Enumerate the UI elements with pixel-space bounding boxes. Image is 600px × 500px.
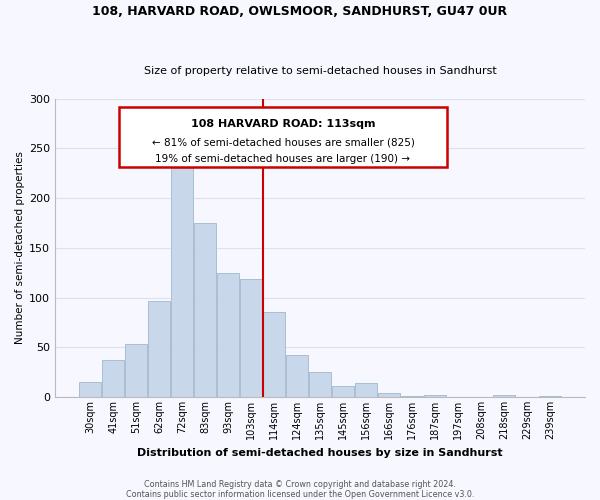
Text: ← 81% of semi-detached houses are smaller (825): ← 81% of semi-detached houses are smalle… xyxy=(152,138,415,147)
Y-axis label: Number of semi-detached properties: Number of semi-detached properties xyxy=(15,152,25,344)
Text: Contains public sector information licensed under the Open Government Licence v3: Contains public sector information licen… xyxy=(126,490,474,499)
Bar xyxy=(79,382,101,397)
Bar xyxy=(539,396,561,397)
FancyBboxPatch shape xyxy=(119,108,447,167)
Bar xyxy=(378,393,400,397)
Bar xyxy=(493,395,515,397)
Bar xyxy=(194,223,216,397)
Bar xyxy=(424,395,446,397)
Bar xyxy=(332,386,354,397)
Bar xyxy=(401,396,423,397)
Bar xyxy=(102,360,124,397)
Bar xyxy=(263,312,285,397)
Bar xyxy=(286,355,308,397)
Bar xyxy=(125,344,147,397)
Text: 19% of semi-detached houses are larger (190) →: 19% of semi-detached houses are larger (… xyxy=(155,154,410,164)
Bar xyxy=(355,383,377,397)
Bar xyxy=(217,272,239,397)
Bar xyxy=(240,278,262,397)
Text: 108, HARVARD ROAD, OWLSMOOR, SANDHURST, GU47 0UR: 108, HARVARD ROAD, OWLSMOOR, SANDHURST, … xyxy=(92,5,508,18)
Title: Size of property relative to semi-detached houses in Sandhurst: Size of property relative to semi-detach… xyxy=(144,66,496,76)
X-axis label: Distribution of semi-detached houses by size in Sandhurst: Distribution of semi-detached houses by … xyxy=(137,448,503,458)
Text: Contains HM Land Registry data © Crown copyright and database right 2024.: Contains HM Land Registry data © Crown c… xyxy=(144,480,456,489)
Bar xyxy=(309,372,331,397)
Bar xyxy=(148,302,170,397)
Text: 108 HARVARD ROAD: 113sqm: 108 HARVARD ROAD: 113sqm xyxy=(191,120,375,130)
Bar xyxy=(171,168,193,397)
